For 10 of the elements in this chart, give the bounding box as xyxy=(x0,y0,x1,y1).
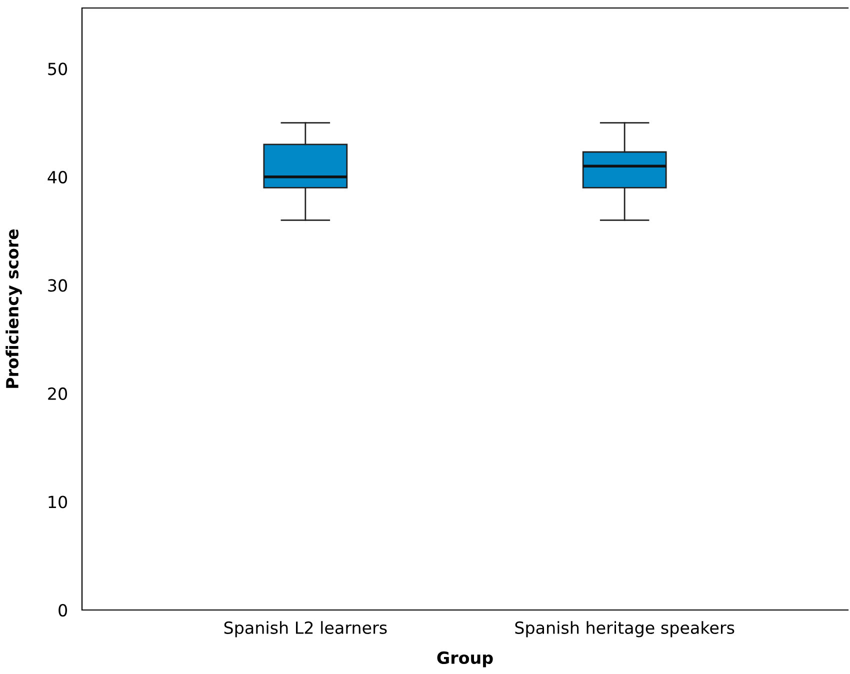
x-tick-label: Spanish L2 learners xyxy=(224,621,387,638)
x-axis-title: Group xyxy=(437,651,493,668)
y-axis-title: Proficiency score xyxy=(6,229,22,388)
y-tick-label: 30 xyxy=(48,279,68,292)
x-tick-label: Spanish heritage speakers xyxy=(515,621,734,638)
y-tick-label: 50 xyxy=(48,62,68,76)
y-tick-label: 20 xyxy=(48,387,68,400)
y-tick-label: 40 xyxy=(48,170,68,184)
y-tick-label: 0 xyxy=(58,604,68,617)
y-tick-label: 10 xyxy=(48,496,68,508)
